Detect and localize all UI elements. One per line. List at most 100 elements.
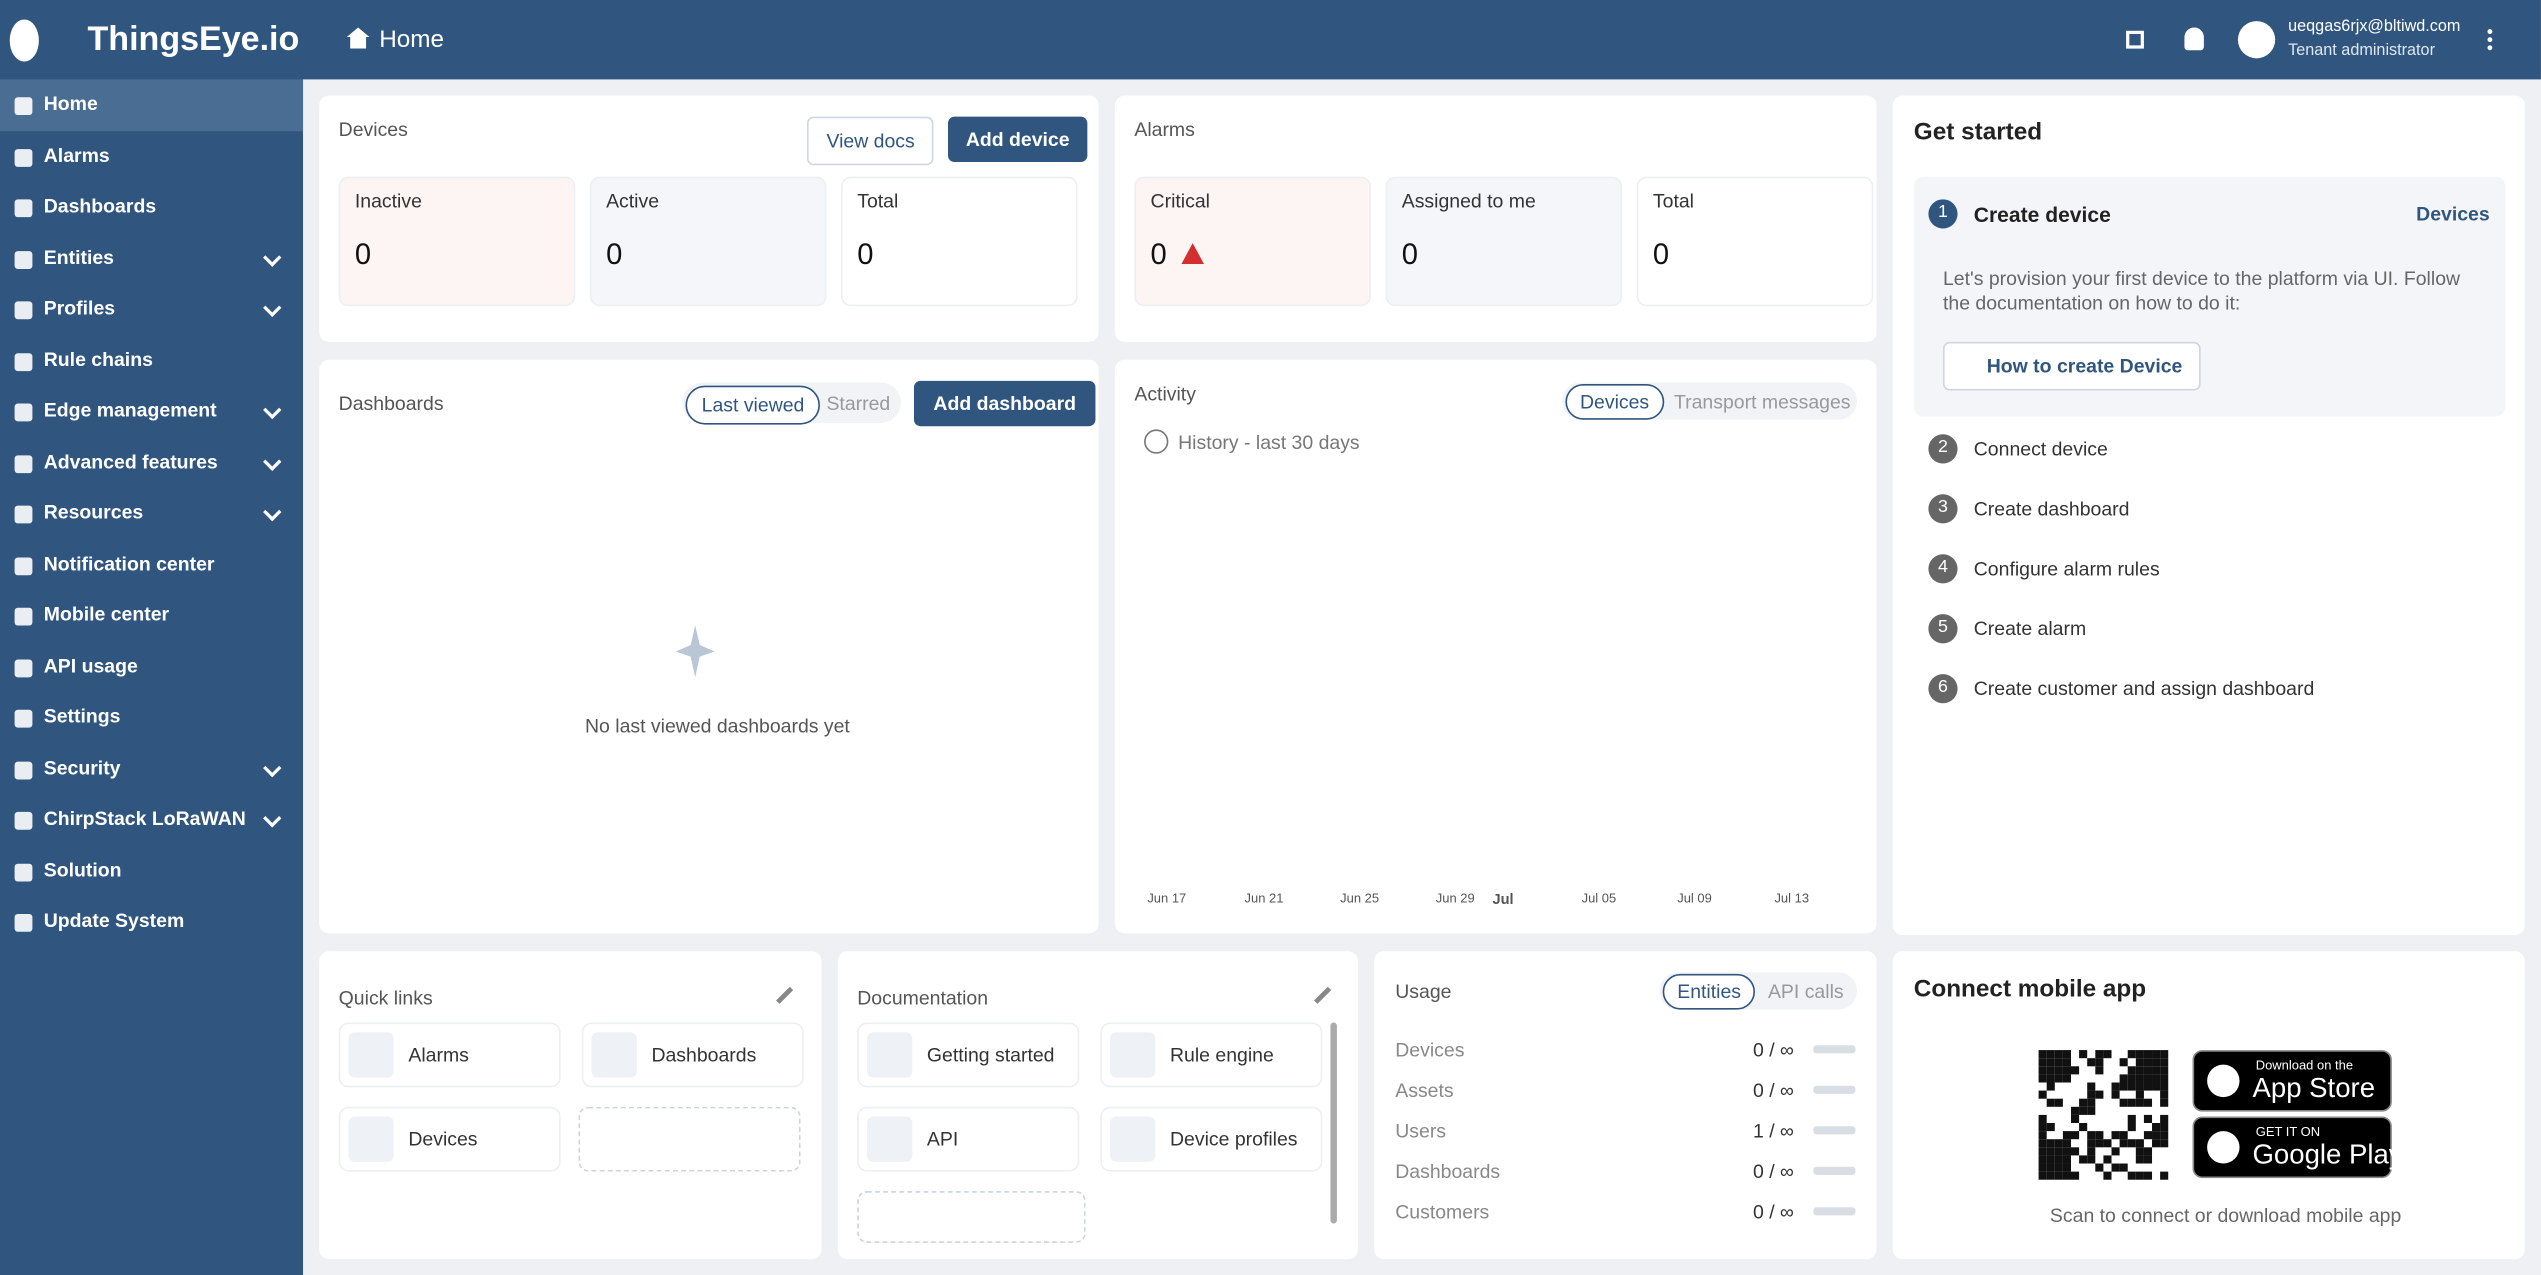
nav-item[interactable]: Entities bbox=[43, 245, 114, 269]
qr-cell bbox=[2119, 1131, 2128, 1140]
nav-icon bbox=[14, 658, 33, 677]
badge-small: GET IT ON bbox=[2255, 1124, 2321, 1140]
link[interactable]: Devices bbox=[2416, 202, 2490, 226]
toggle[interactable]: API calls bbox=[1767, 980, 1844, 1004]
toggle[interactable]: Entities bbox=[1662, 973, 1756, 1010]
step-label[interactable]: Connect device bbox=[1973, 437, 2108, 461]
stat-card[interactable] bbox=[1385, 176, 1623, 307]
stat-value: 0 bbox=[606, 238, 623, 271]
stat-card[interactable] bbox=[589, 176, 827, 307]
tile-label[interactable]: Getting started bbox=[926, 1043, 1055, 1067]
button[interactable]: How to create Device bbox=[1942, 341, 2201, 391]
stat-card[interactable] bbox=[338, 176, 576, 307]
qr-cell bbox=[2046, 1066, 2055, 1075]
nav-item[interactable]: Settings bbox=[43, 704, 121, 728]
qr-cell bbox=[2135, 1050, 2144, 1059]
nav-item[interactable]: Edge management bbox=[43, 398, 217, 422]
tile-label[interactable]: Devices bbox=[408, 1127, 478, 1151]
nav-icon bbox=[14, 913, 33, 932]
description: Let's provision your first device to the… bbox=[1942, 267, 2461, 315]
qr-cell bbox=[2135, 1098, 2144, 1107]
menu-dot[interactable] bbox=[2487, 37, 2493, 43]
qr-cell bbox=[2103, 1171, 2112, 1180]
nav-item[interactable]: Solution bbox=[43, 858, 122, 881]
nav-item[interactable]: Notification center bbox=[43, 551, 215, 575]
nav-item[interactable]: Security bbox=[43, 755, 121, 779]
card-title: Connect mobile app bbox=[1913, 975, 2147, 1004]
nav-item[interactable]: Dashboards bbox=[43, 194, 157, 218]
nav-icon bbox=[14, 505, 33, 524]
toggle[interactable]: Starred bbox=[826, 392, 891, 415]
qr-cell bbox=[2054, 1058, 2063, 1067]
avatar[interactable] bbox=[2237, 21, 2276, 59]
qr-cell bbox=[2079, 1155, 2088, 1164]
tile-label[interactable]: Rule engine bbox=[1170, 1043, 1274, 1067]
step-label[interactable]: Create device bbox=[1973, 202, 2111, 227]
nav-item[interactable]: Resources bbox=[43, 500, 144, 524]
toggle[interactable]: Devices bbox=[1565, 384, 1664, 420]
usage-label: Users bbox=[1395, 1119, 1447, 1143]
step-circle bbox=[1928, 434, 1958, 464]
nav-item[interactable]: ChirpStack LoRaWAN bbox=[43, 807, 246, 830]
step-circle bbox=[1928, 674, 1958, 704]
button[interactable]: Add dashboard bbox=[913, 380, 1096, 427]
stat-card[interactable] bbox=[1636, 176, 1874, 307]
step-label[interactable]: Create alarm bbox=[1973, 617, 2087, 641]
bell-icon[interactable] bbox=[2184, 27, 2204, 51]
fullscreen-icon[interactable] bbox=[2126, 30, 2144, 49]
step-number: 5 bbox=[1938, 617, 1948, 637]
button[interactable]: View docs bbox=[807, 116, 935, 166]
step-label[interactable]: Configure alarm rules bbox=[1973, 557, 2160, 581]
nav-item[interactable]: Advanced features bbox=[43, 449, 218, 473]
usage-label: Devices bbox=[1395, 1038, 1465, 1062]
qr-cell bbox=[2127, 1098, 2136, 1107]
qr-cell bbox=[2127, 1074, 2136, 1083]
add-tile[interactable] bbox=[578, 1106, 801, 1172]
menu-dot[interactable] bbox=[2487, 29, 2493, 35]
tile-label[interactable]: Alarms bbox=[408, 1043, 469, 1067]
add-tile[interactable] bbox=[857, 1191, 1086, 1243]
qr-cell bbox=[2087, 1155, 2096, 1164]
qr-cell bbox=[2160, 1090, 2169, 1099]
qr-cell bbox=[2152, 1082, 2161, 1091]
qr-cell bbox=[2111, 1082, 2120, 1091]
nav-item[interactable]: Update System bbox=[43, 909, 185, 932]
scrollbar bbox=[1330, 1022, 1337, 1224]
nav-item[interactable]: Alarms bbox=[43, 143, 110, 167]
qr-cell bbox=[2143, 1050, 2153, 1059]
active-item bbox=[0, 79, 304, 132]
tile-icon bbox=[591, 1032, 637, 1078]
step-label[interactable]: Create customer and assign dashboard bbox=[1973, 677, 2315, 701]
qr-cell bbox=[2087, 1139, 2096, 1148]
nav-item[interactable]: Rule chains bbox=[43, 347, 153, 371]
qr-cell bbox=[2119, 1098, 2128, 1107]
stat-value: 0 bbox=[354, 238, 372, 271]
nav-item[interactable]: API usage bbox=[43, 653, 138, 677]
toggle[interactable]: Last viewed bbox=[685, 385, 821, 425]
step-label[interactable]: Create dashboard bbox=[1973, 497, 2130, 521]
qr-cell bbox=[2062, 1139, 2071, 1148]
stat-card[interactable] bbox=[841, 176, 1078, 307]
stat-card[interactable] bbox=[1134, 176, 1371, 307]
user-role: Tenant administrator bbox=[2288, 42, 2435, 60]
toggle[interactable]: Transport messages bbox=[1673, 390, 1851, 414]
qr-cell bbox=[2054, 1074, 2063, 1083]
nav-item[interactable]: Mobile center bbox=[43, 602, 170, 626]
tile-label[interactable]: Dashboards bbox=[651, 1043, 757, 1067]
nav-item[interactable]: Profiles bbox=[43, 296, 116, 320]
nav-item[interactable]: Home bbox=[43, 92, 98, 116]
button[interactable]: Add device bbox=[947, 116, 1088, 163]
stat-label: Assigned to me bbox=[1401, 189, 1536, 213]
qr-cell bbox=[2111, 1163, 2120, 1172]
tile-label[interactable]: API bbox=[926, 1127, 959, 1151]
tile-label[interactable]: Device profiles bbox=[1170, 1127, 1298, 1151]
qr-cell bbox=[2038, 1074, 2047, 1083]
page-title: Home bbox=[379, 25, 445, 54]
history-label: History - last 30 days bbox=[1178, 431, 1360, 454]
home-icon bbox=[346, 27, 370, 49]
menu-dot[interactable] bbox=[2487, 45, 2493, 51]
user-email: ueqgas6rjx@bltiwd.com bbox=[2288, 17, 2461, 36]
qr-cell bbox=[2160, 1082, 2169, 1091]
qr-cell bbox=[2087, 1131, 2096, 1140]
qr-cell bbox=[2038, 1163, 2047, 1172]
